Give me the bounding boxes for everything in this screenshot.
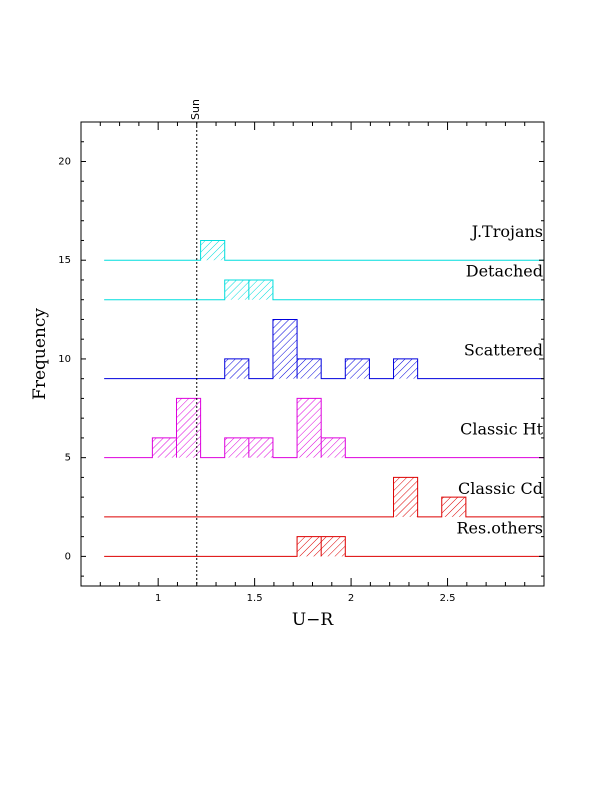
outline-scattered (104, 318, 544, 380)
bar-j-trojans (200, 240, 225, 261)
bar-res-others (297, 536, 322, 557)
axis-ticks: 0 5 10 15 20 1 1.5 2 2.5 (58, 122, 544, 604)
bar-scattered (297, 358, 322, 379)
bar-classic-ht (297, 398, 322, 458)
series-label-classic-cd: Classic Cd (458, 479, 543, 498)
series-classic-ht: Classic Ht (104, 397, 544, 459)
x-tick-label: 1.5 (247, 593, 263, 604)
series-layer: J.Trojans Detached Scattered Classic Ht Clas… (104, 222, 544, 557)
series-classic-cd: Classic Cd (104, 476, 544, 518)
y-tick-label: 0 (65, 551, 71, 562)
bar-scattered (393, 358, 418, 379)
x-tick-label: 1 (155, 593, 161, 604)
x-axis-label: U−R (292, 610, 335, 630)
outline-res-others (104, 536, 544, 557)
bar-classic-ht (224, 437, 249, 458)
bar-classic-cd (393, 477, 418, 517)
series-scattered: Scattered (104, 318, 544, 380)
x-tick-label: 2.5 (440, 593, 456, 604)
series-label-scattered: Scattered (464, 341, 543, 360)
bar-detached (224, 279, 249, 300)
outline-j-trojans (104, 239, 544, 261)
outline-detached (104, 279, 544, 301)
sun-reference-label: Sun (189, 99, 202, 120)
bar-scattered (272, 319, 298, 379)
y-axis-label: Frequency (30, 308, 50, 400)
bar-classic-cd (441, 497, 466, 517)
series-label-res-others: Res.others (456, 518, 543, 537)
bar-scattered (345, 358, 370, 379)
series-label-detached: Detached (466, 262, 543, 281)
y-tick-label: 15 (58, 255, 71, 266)
y-tick-label: 20 (58, 156, 71, 167)
x-tick-label: 2 (348, 593, 354, 604)
y-tick-label: 5 (65, 453, 71, 464)
y-tick-label: 10 (58, 354, 71, 365)
series-j-trojans: J.Trojans (104, 222, 544, 261)
bar-res-others (321, 536, 346, 557)
series-label-classic-ht: Classic Ht (460, 420, 543, 439)
series-detached: Detached (104, 262, 544, 301)
series-res-others: Res.others (104, 518, 544, 557)
bar-classic-ht (321, 437, 346, 458)
series-label-j-trojans: J.Trojans (470, 222, 543, 241)
bar-scattered (224, 358, 249, 379)
bar-classic-ht (152, 437, 177, 458)
bar-classic-ht (248, 437, 273, 458)
bar-detached (248, 279, 273, 300)
outline-classic-cd (104, 476, 544, 518)
